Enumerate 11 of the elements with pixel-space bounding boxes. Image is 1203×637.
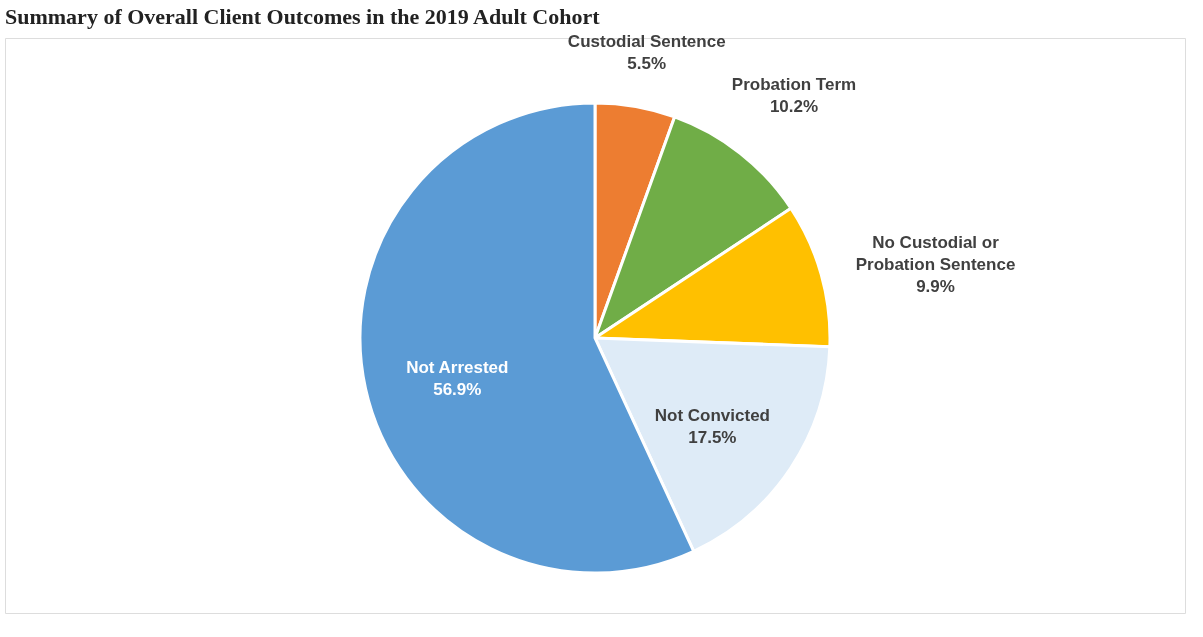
slice-label: Custodial Sentence [567,31,726,51]
data-label: 10.2% [769,96,819,116]
chart-title: Summary of Overall Client Outcomes in the 2019 Adult Cohort [5,3,601,29]
data-label: 5.5% [627,53,667,73]
data-label: 9.9% [916,276,955,296]
data-label: 17.5% [688,428,737,448]
data-label: 56.9% [433,380,482,400]
slice-label: No Custodial or Probation Sentence [855,232,1016,274]
slice-label: Not Arrested [406,358,509,378]
slice-label: Probation Term [731,74,857,94]
slice-label: Not Convicted [654,406,770,426]
